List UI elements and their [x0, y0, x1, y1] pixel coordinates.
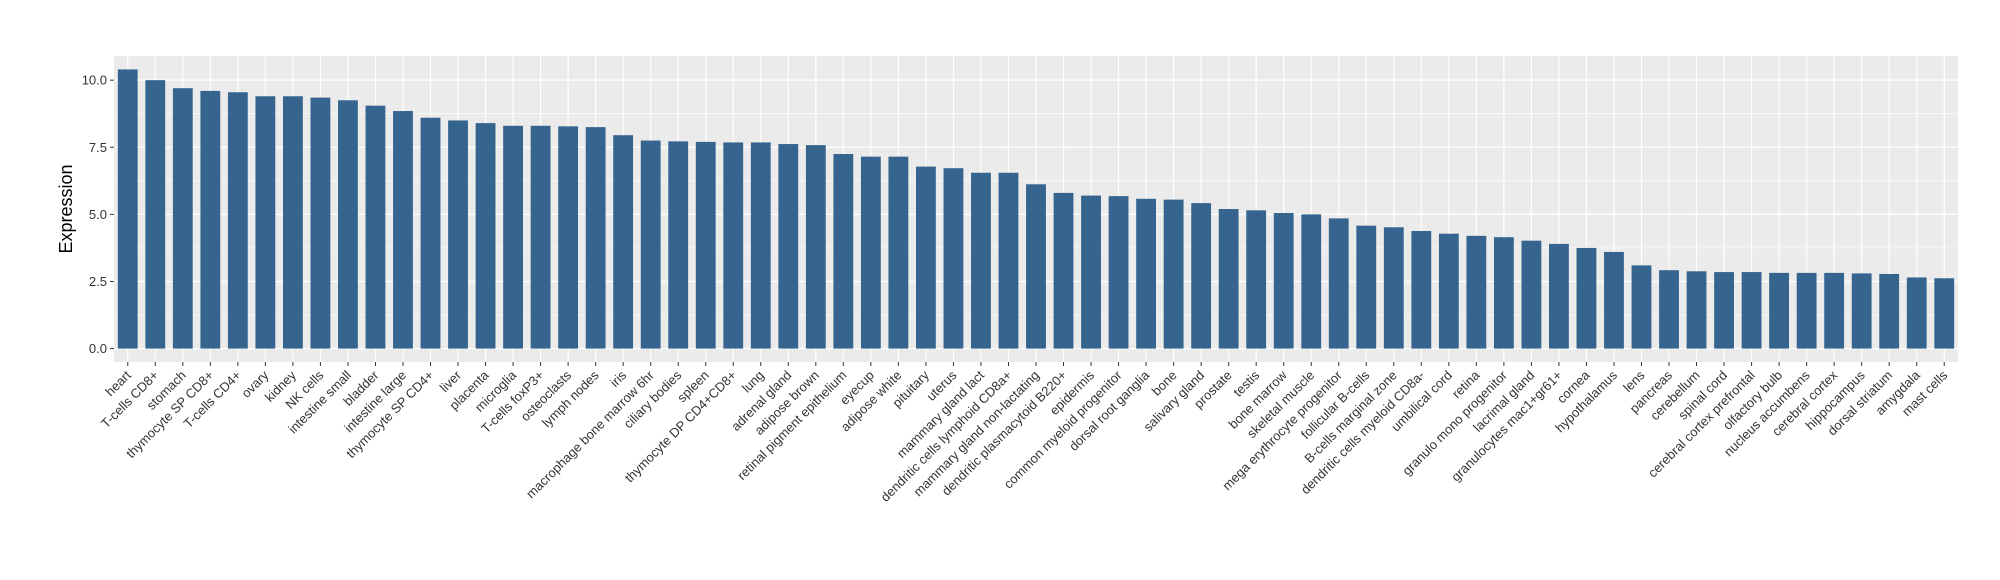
bar [1631, 265, 1652, 349]
bar [1356, 225, 1377, 349]
bar [1273, 213, 1294, 349]
y-tick-label: 5.0 [89, 207, 107, 222]
bar [778, 144, 799, 349]
bar [668, 141, 689, 349]
bar [695, 141, 716, 349]
bar [1136, 198, 1156, 349]
bar [1879, 273, 1900, 349]
bar [145, 80, 166, 349]
y-tick-label: 0.0 [89, 341, 107, 356]
bar [1328, 218, 1349, 349]
bar [1438, 233, 1459, 349]
bar [1549, 243, 1569, 349]
bar [475, 123, 496, 349]
bar [282, 96, 303, 349]
bar [1108, 196, 1129, 349]
bar [1686, 271, 1707, 349]
bar [805, 145, 826, 349]
bar [640, 140, 661, 349]
bar [1659, 270, 1679, 349]
bar [1301, 214, 1322, 349]
bar [172, 88, 193, 349]
bar [860, 156, 881, 349]
bar [585, 127, 606, 349]
bar [503, 125, 523, 349]
bar [1796, 272, 1817, 349]
bar [1053, 192, 1074, 349]
y-axis: 0.0 2.5 5.0 7.5 10.0 [82, 73, 114, 356]
bar [1493, 237, 1514, 349]
bar [1026, 184, 1046, 349]
bars [117, 69, 1955, 349]
bar [916, 166, 936, 349]
bar [227, 92, 248, 349]
bar [1576, 247, 1597, 349]
bar [338, 100, 358, 349]
bar [833, 153, 854, 349]
bar [530, 125, 551, 349]
bar [448, 120, 468, 349]
bar [1218, 209, 1239, 349]
bar [1714, 272, 1734, 349]
bar [613, 135, 634, 349]
bar [117, 69, 138, 349]
bar [943, 168, 964, 349]
bar [420, 117, 441, 349]
bar [558, 126, 579, 349]
bar [200, 90, 221, 349]
bar [1851, 273, 1872, 349]
bar [310, 97, 331, 349]
bar [1934, 278, 1955, 349]
bar [1163, 199, 1184, 349]
bar [1411, 231, 1432, 349]
bar [1191, 203, 1212, 349]
y-axis-title: Expression [56, 164, 76, 253]
bar [750, 142, 771, 349]
bar [723, 142, 744, 349]
bar [1906, 277, 1927, 349]
bar [1466, 235, 1487, 349]
y-tick-label: 7.5 [89, 140, 107, 155]
bar [365, 105, 386, 349]
bar [1081, 195, 1101, 349]
bar [1246, 210, 1267, 349]
bar [998, 172, 1019, 349]
bar [1769, 272, 1790, 349]
y-tick-label: 10.0 [82, 73, 107, 88]
y-tick-label: 2.5 [89, 274, 107, 289]
bar [888, 156, 909, 349]
bar [1383, 227, 1404, 349]
bar [255, 96, 276, 349]
bar [1824, 272, 1845, 349]
bar [1741, 272, 1762, 349]
bar [971, 172, 991, 349]
bar [1521, 240, 1542, 349]
bar [1604, 251, 1624, 349]
bar [393, 111, 413, 349]
